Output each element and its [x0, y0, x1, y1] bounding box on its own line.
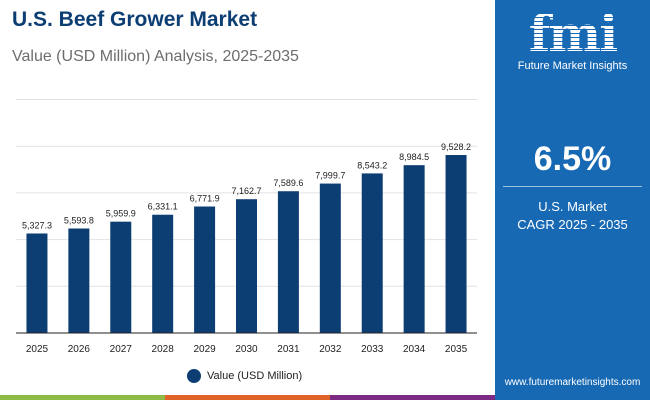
bar-2031	[277, 191, 299, 333]
bar-2027	[110, 221, 132, 333]
bar-2033	[361, 173, 383, 333]
data-label-2034: 8,984.5	[399, 152, 429, 162]
x-tick-2031: 2031	[277, 344, 300, 355]
data-label-2029: 6,771.9	[190, 194, 220, 204]
bar-2029	[194, 206, 216, 333]
cagr-value: 6.5%	[533, 140, 612, 178]
chart-subtitle: Value (USD Million) Analysis, 2025-2035	[12, 48, 299, 65]
chart-title: U.S. Beef Grower Market	[12, 8, 258, 31]
x-tick-2026: 2026	[68, 344, 91, 355]
data-label-2032: 7,999.7	[315, 171, 345, 181]
bar-2030	[236, 199, 257, 333]
x-tick-2030: 2030	[235, 344, 258, 355]
bar-2032	[319, 183, 341, 333]
stripe-green	[0, 395, 165, 400]
data-label-2033: 8,543.2	[357, 160, 387, 170]
data-label-2027: 5,959.9	[106, 209, 136, 219]
data-label-2035: 9,528.2	[441, 142, 471, 152]
bar-2026	[68, 228, 90, 333]
bar-2035	[445, 155, 467, 333]
bar-chart: 5,327.3 2025 5,593.8 2026 5,959.9 2027 6,331.1…	[16, 99, 477, 355]
x-tick-2035: 2035	[445, 344, 468, 355]
divider	[503, 186, 642, 187]
x-tick-2028: 2028	[152, 344, 175, 355]
x-tick-2027: 2027	[110, 344, 133, 355]
data-label-2025: 5,327.3	[22, 220, 52, 230]
x-tick-2034: 2034	[403, 344, 426, 355]
data-label-2031: 7,589.6	[273, 178, 303, 188]
x-tick-2029: 2029	[193, 344, 216, 355]
data-label-2030: 7,162.7	[231, 186, 261, 196]
bar-2028	[152, 214, 174, 333]
x-tick-2033: 2033	[361, 344, 384, 355]
info-panel: fmi Future Market Insights 6.5% U.S. Mark…	[495, 0, 650, 400]
legend-label: Value (USD Million)	[207, 370, 303, 382]
legend: Value (USD Million)	[187, 369, 302, 383]
website-link[interactable]: www.futuremarketinsights.com	[504, 377, 641, 388]
data-label-2028: 6,331.1	[148, 202, 178, 212]
stripe-purple	[330, 395, 495, 400]
fmi-logo: fmi Future Market Insights	[495, 6, 650, 73]
x-tick-2032: 2032	[319, 344, 342, 355]
bar-2025	[26, 233, 48, 333]
x-tick-2025: 2025	[26, 344, 49, 355]
legend-swatch	[187, 369, 201, 383]
bar-2034	[403, 165, 425, 333]
stripe-orange	[165, 395, 330, 400]
cagr-label: U.S. Market CAGR 2025 - 2035	[517, 199, 628, 232]
data-label-2026: 5,593.8	[64, 216, 94, 226]
